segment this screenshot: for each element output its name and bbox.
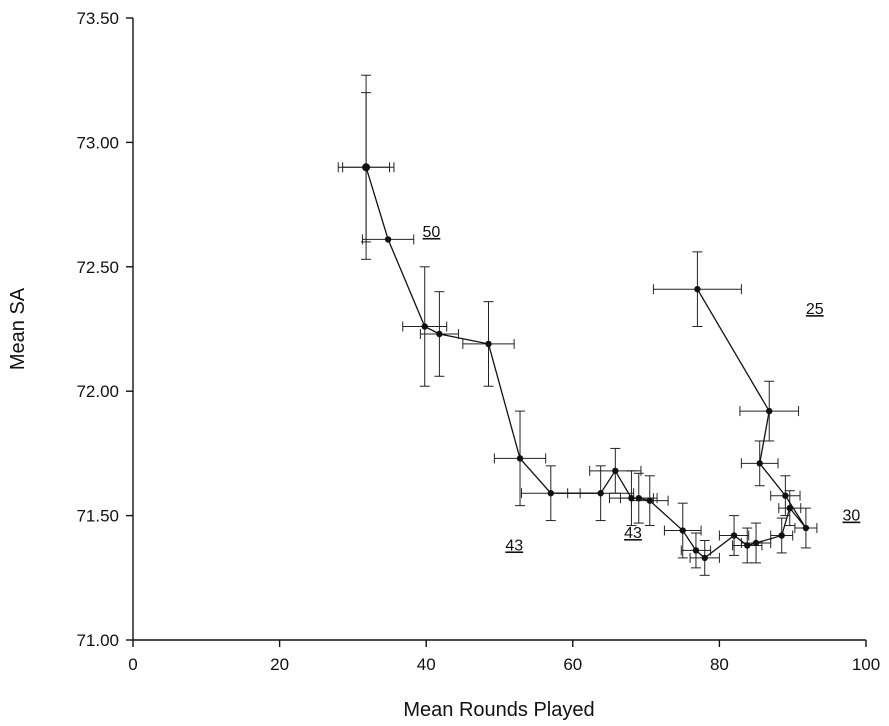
data-point xyxy=(778,532,785,539)
data-point xyxy=(730,532,738,539)
y-tick-label: 73.50 xyxy=(76,9,119,28)
data-point xyxy=(421,323,428,330)
data-point xyxy=(436,330,443,338)
annotation-label: 43 xyxy=(505,537,523,554)
y-tick-label: 72.00 xyxy=(76,382,119,401)
data-point xyxy=(362,163,371,172)
data-point xyxy=(628,494,635,502)
y-tick-label: 73.00 xyxy=(76,133,119,152)
data-point xyxy=(786,504,793,512)
data-point xyxy=(516,455,524,462)
data-point xyxy=(646,497,653,504)
data-point xyxy=(597,490,604,497)
x-tick-label: 100 xyxy=(852,655,880,674)
data-point xyxy=(679,527,686,534)
x-tick-label: 60 xyxy=(563,655,582,674)
x-tick-label: 80 xyxy=(710,655,729,674)
data-point xyxy=(756,460,763,467)
data-point xyxy=(752,539,760,547)
error-bars-layer xyxy=(337,74,818,576)
data-point xyxy=(692,547,700,554)
x-tick-label: 20 xyxy=(270,655,289,674)
data-point xyxy=(384,236,392,243)
data-point xyxy=(485,340,492,348)
y-axis-title: Mean SA xyxy=(7,287,29,370)
data-point xyxy=(802,524,810,532)
annotation-label: 25 xyxy=(806,301,824,318)
annotation-label: 30 xyxy=(843,508,861,525)
data-point xyxy=(547,490,555,497)
data-point xyxy=(782,492,789,499)
x-axis-title: Mean Rounds Played xyxy=(403,699,594,721)
annotations-layer: 50 43 43 25 30 xyxy=(423,224,861,554)
annotation-label: 43 xyxy=(624,525,642,542)
x-axis-ticks: 0 20 40 60 80 100 xyxy=(128,640,880,674)
data-point xyxy=(612,467,619,475)
data-point xyxy=(701,554,708,562)
y-axis-ticks: 71.00 71.50 72.00 72.50 73.00 73.50 xyxy=(76,9,133,650)
y-tick-label: 71.50 xyxy=(76,507,119,526)
x-tick-label: 40 xyxy=(417,655,436,674)
y-tick-label: 72.50 xyxy=(76,258,119,277)
annotation-label: 50 xyxy=(423,224,441,241)
data-point xyxy=(744,542,751,549)
data-point xyxy=(635,494,642,502)
y-tick-label: 71.00 xyxy=(76,631,119,650)
data-point xyxy=(766,407,773,415)
data-point xyxy=(694,285,701,293)
x-tick-label: 0 xyxy=(128,655,137,674)
data-points-layer xyxy=(362,163,810,562)
